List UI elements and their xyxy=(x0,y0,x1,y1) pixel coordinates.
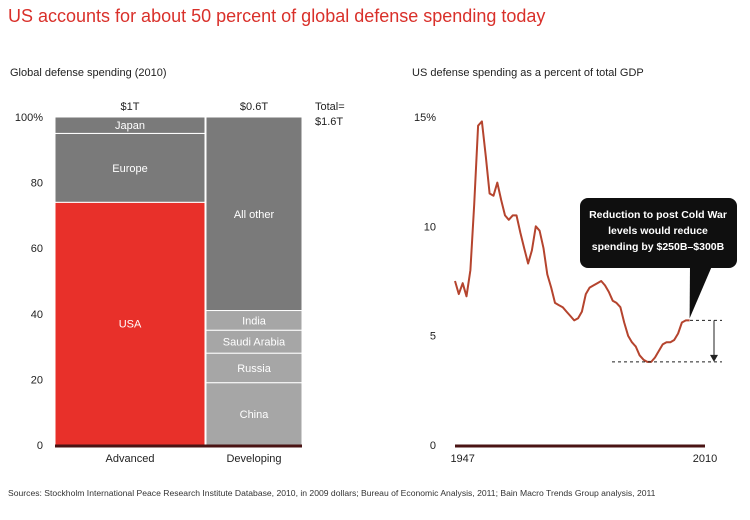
column-total-developing: $0.6T xyxy=(240,101,268,113)
annotation-arrow-head xyxy=(710,354,718,362)
bar-segment-usa xyxy=(54,201,206,446)
right-x-tick-2010: 2010 xyxy=(693,453,717,465)
callout-pointer xyxy=(689,266,712,319)
right-chart-title: US defense spending as a percent of tota… xyxy=(412,67,644,79)
category-label-developing: Developing xyxy=(226,453,281,465)
right-x-tick-1947: 1947 xyxy=(450,453,474,465)
bar-segment-japan xyxy=(54,116,206,134)
bar-label-india: India xyxy=(242,315,267,327)
left-y-tick-1: 20 xyxy=(31,374,43,386)
left-y-tick-2: 40 xyxy=(31,309,43,321)
bar-label-russia: Russia xyxy=(237,363,272,375)
bar-label-saudi-arabia: Saudi Arabia xyxy=(223,337,286,349)
left-y-tick-5: 100% xyxy=(15,112,43,124)
bar-segment-europe xyxy=(54,132,206,203)
category-label-advanced: Advanced xyxy=(106,453,155,465)
callout-line-1: Reduction to post Cold War xyxy=(589,209,727,221)
left-chart-title: Global defense spending (2010) xyxy=(10,67,167,79)
bar-label-all-other: All other xyxy=(234,209,275,221)
bar-label-china: China xyxy=(240,409,270,421)
bar-segment-all-other xyxy=(205,116,303,312)
right-y-tick-0: 0 xyxy=(430,440,436,452)
bar-label-japan: Japan xyxy=(115,120,145,132)
callout-line-3: spending by $250B–$300B xyxy=(592,241,725,253)
right-y-tick-5: 5 xyxy=(430,331,436,343)
callout-bubble xyxy=(580,198,737,268)
total-label: Total= xyxy=(315,101,345,113)
callout-line-2: levels would reduce xyxy=(608,225,708,237)
chart-title: US accounts for about 50 percent of glob… xyxy=(8,6,546,26)
bar-label-europe: Europe xyxy=(112,163,147,175)
total-value: $1.6T xyxy=(315,116,343,128)
left-y-tick-4: 80 xyxy=(31,178,43,190)
right-y-tick-15: 15% xyxy=(414,112,436,124)
bar-label-usa: USA xyxy=(119,319,142,331)
left-y-tick-3: 60 xyxy=(31,243,43,255)
sources-note: Sources: Stockholm International Peace R… xyxy=(8,488,656,498)
left-y-tick-0: 0 xyxy=(37,440,43,452)
right-y-tick-10: 10 xyxy=(424,221,436,233)
column-total-advanced: $1T xyxy=(121,101,140,113)
